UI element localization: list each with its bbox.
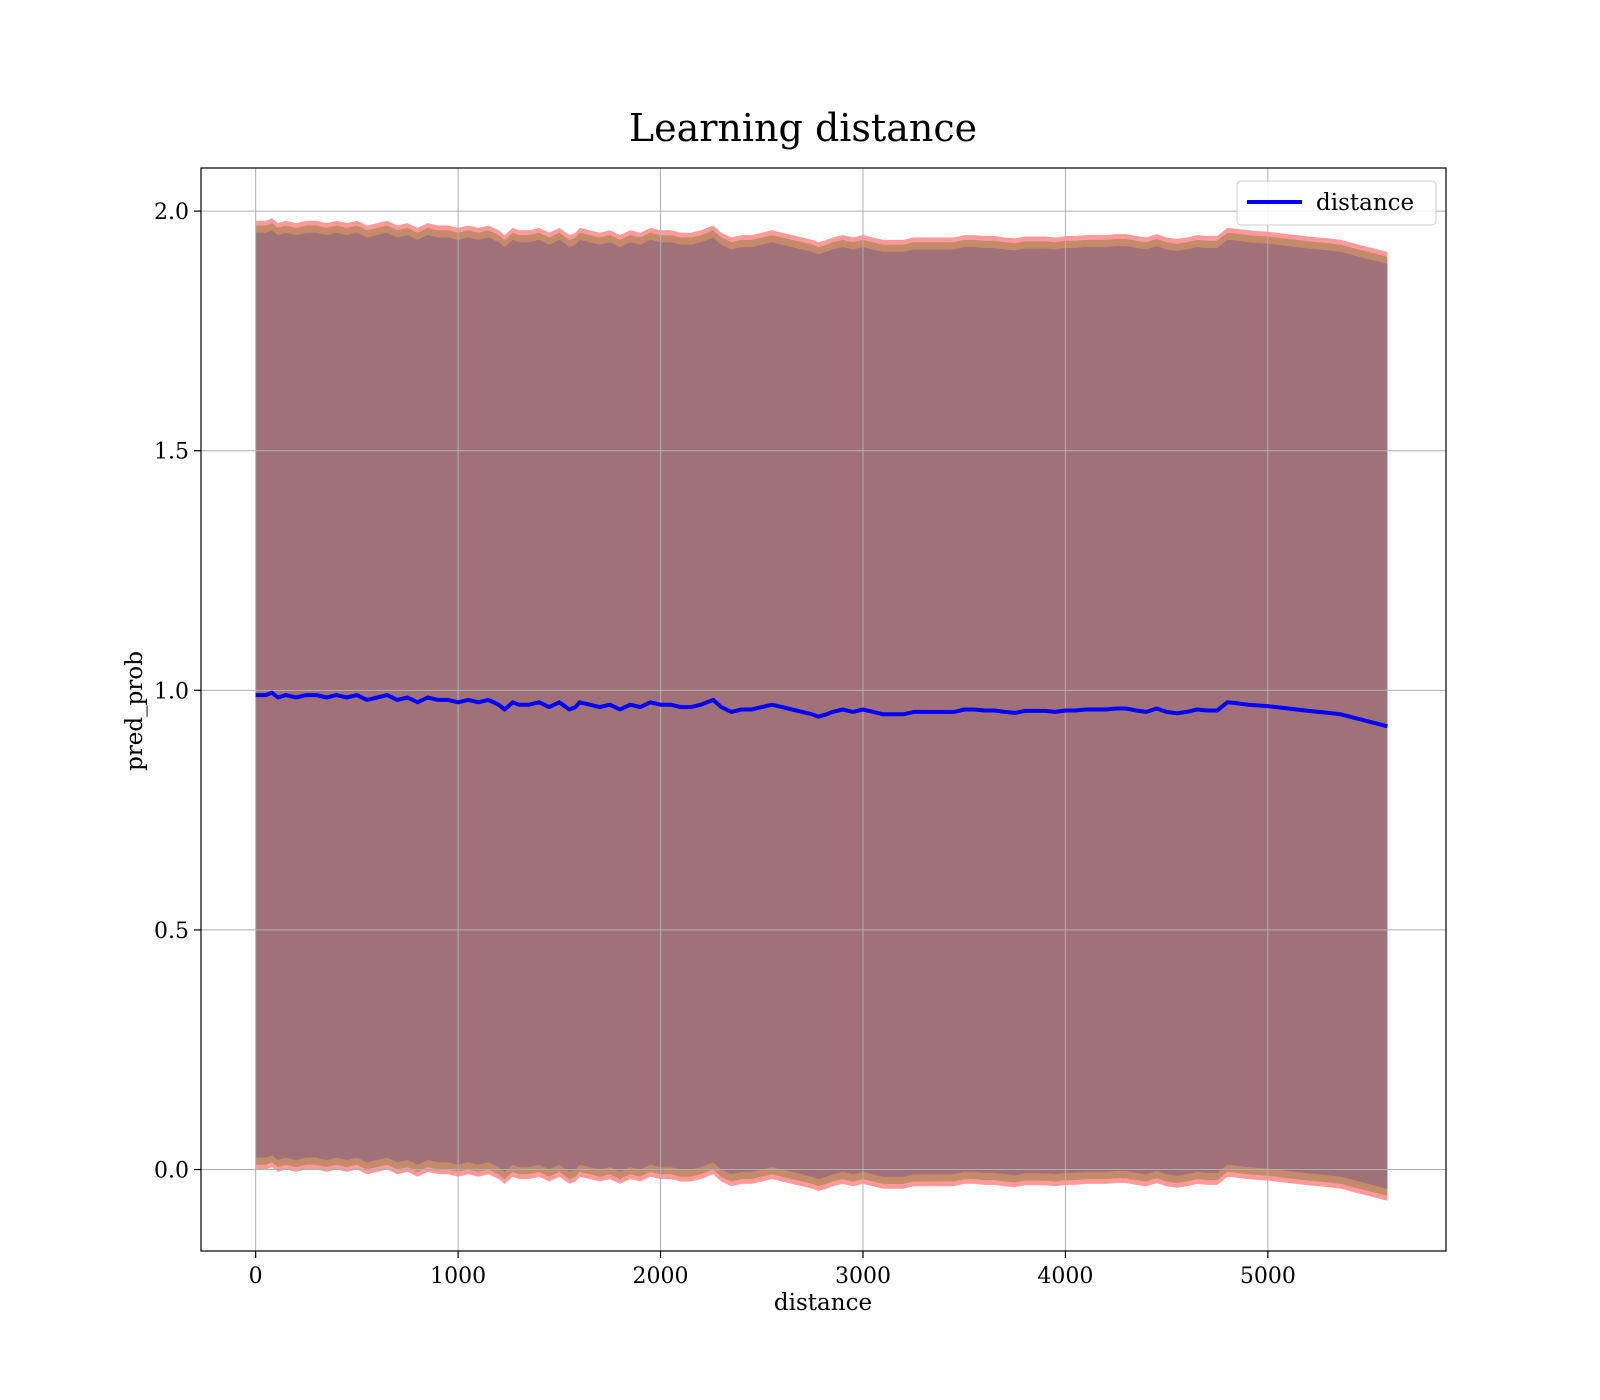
- y-tick-label: 0.5: [154, 919, 189, 944]
- x-tick-label: 5000: [1240, 1264, 1296, 1289]
- x-tick-label: 3000: [835, 1264, 891, 1289]
- legend-label-distance: distance: [1316, 190, 1414, 216]
- y-tick-label: 0.0: [154, 1159, 189, 1184]
- x-axis-label: distance: [774, 1290, 872, 1316]
- x-tick-label: 2000: [633, 1264, 689, 1289]
- y-tick-label: 1.5: [154, 440, 189, 465]
- x-tick-label: 0: [249, 1264, 263, 1289]
- y-axis-label: pred_prob: [122, 651, 148, 771]
- y-tick-label: 2.0: [154, 200, 189, 225]
- chart-title: Learning distance: [629, 106, 977, 150]
- x-tick-label: 4000: [1037, 1264, 1093, 1289]
- y-tick-label: 1.0: [154, 679, 189, 704]
- legend: distance: [1237, 181, 1436, 225]
- x-tick-label: 1000: [430, 1264, 486, 1289]
- plot-area: [201, 168, 1446, 1251]
